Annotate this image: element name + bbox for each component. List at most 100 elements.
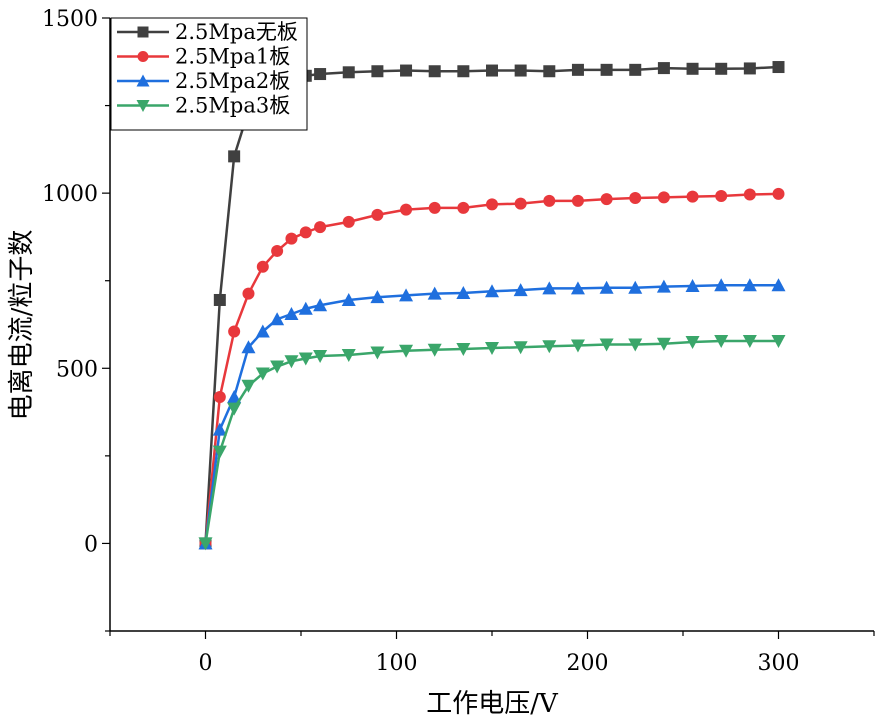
series-2-point	[213, 391, 226, 404]
ticks-layer: 0 100 200 300 0 500 1000 1500	[42, 7, 875, 676]
series-3-point	[313, 298, 328, 312]
series-4-point	[270, 360, 285, 374]
series-2-point	[629, 192, 642, 205]
series-2-point	[486, 198, 498, 211]
series-2-point	[342, 215, 355, 228]
series-1-point	[371, 65, 384, 78]
series-3-point	[714, 278, 729, 292]
series-1-point	[428, 65, 441, 78]
series-3-point	[485, 284, 499, 298]
series-3-point	[656, 279, 671, 293]
series-4-point	[284, 355, 299, 369]
series-2-point	[242, 287, 255, 300]
series-1-point	[629, 63, 642, 76]
series-2-point	[299, 226, 312, 239]
series-2-point	[400, 203, 413, 216]
series-4-point	[427, 343, 442, 357]
x-axis-title: 工作电压/V	[426, 689, 559, 719]
series-2-point	[715, 189, 728, 202]
series-4-point	[241, 379, 256, 393]
series-3-point	[427, 286, 442, 300]
series-4-point	[227, 402, 242, 416]
series-3-point	[771, 278, 786, 292]
series-3-point	[685, 278, 700, 292]
series-1-point	[715, 62, 728, 75]
series-3-point	[370, 290, 385, 304]
series-1-point	[314, 68, 327, 81]
series-4-point	[399, 344, 414, 358]
series-3-point	[456, 285, 471, 299]
series-2-point	[571, 194, 584, 207]
y-tick-label: 500	[56, 357, 98, 382]
series-3-point	[284, 306, 299, 320]
series-1-point	[457, 65, 470, 78]
x-tick-label: 0	[199, 651, 213, 676]
series-4-point	[542, 340, 557, 354]
series-3-point	[298, 301, 313, 315]
legend-label-4: 2.5Mpa3板	[175, 94, 290, 118]
series-2-point	[285, 232, 298, 245]
series-1-point	[400, 64, 413, 77]
series-1-point	[571, 63, 584, 76]
series-4-point	[628, 338, 643, 352]
legend-marker-3	[136, 74, 150, 87]
series-1-point	[342, 66, 355, 79]
x-tick-label: 300	[758, 651, 800, 676]
series-3-point	[542, 281, 557, 295]
series-2-point	[428, 201, 441, 214]
series-2-point	[772, 187, 785, 200]
series-2-point	[514, 197, 527, 210]
series-1-point	[228, 150, 241, 163]
series-1-point	[213, 293, 226, 306]
series-2-point	[256, 260, 269, 273]
series-1-point	[514, 64, 527, 77]
y-tick-label: 1000	[42, 182, 98, 207]
y-tick-label: 0	[84, 532, 98, 557]
legend-marker-1	[137, 26, 149, 38]
y-axis-title: 电离电流/粒子数	[7, 230, 37, 421]
series-3-point	[570, 281, 585, 295]
series-3-point	[513, 283, 528, 297]
series-1-point	[543, 65, 556, 78]
series-3-point	[599, 280, 614, 294]
series-4-point	[370, 346, 385, 360]
series-4-point	[771, 334, 786, 348]
series-4-point	[255, 367, 270, 381]
series-1-point	[657, 62, 670, 75]
series-3-point	[742, 278, 757, 292]
series-4-point	[570, 339, 585, 353]
series-4-point	[685, 336, 700, 350]
series-4-point	[298, 352, 313, 366]
legend-label-3: 2.5Mpa2板	[175, 69, 290, 93]
series-4-point	[198, 537, 213, 551]
series-4-point	[313, 350, 328, 364]
series-2-point	[686, 190, 699, 203]
series-4-point	[656, 337, 671, 351]
series-3-point	[255, 324, 270, 338]
series-1-point	[743, 62, 756, 75]
series-1-point	[486, 64, 498, 77]
series-2-point	[371, 208, 384, 221]
series-3-point	[341, 292, 356, 306]
series-3-point	[270, 312, 285, 326]
series-4-point	[714, 334, 729, 348]
series-3-point	[399, 288, 414, 302]
series-3-point	[227, 390, 242, 404]
series-2-point	[271, 244, 284, 257]
x-tick-label: 200	[567, 651, 609, 676]
legend-marker-4	[136, 100, 150, 112]
series-1-point	[600, 63, 613, 76]
series-2-point	[600, 193, 613, 206]
series-4-point	[742, 334, 757, 348]
x-tick-label: 100	[376, 651, 418, 676]
y-tick-label: 1500	[42, 7, 98, 32]
series-4-point	[599, 338, 614, 352]
series-2-point	[657, 191, 670, 204]
series-4-point	[513, 341, 528, 355]
series-3-point	[241, 340, 256, 354]
series-2-point	[457, 201, 470, 214]
series-4-point	[341, 348, 356, 362]
legend-label-1: 2.5Mpa无板	[175, 20, 298, 44]
